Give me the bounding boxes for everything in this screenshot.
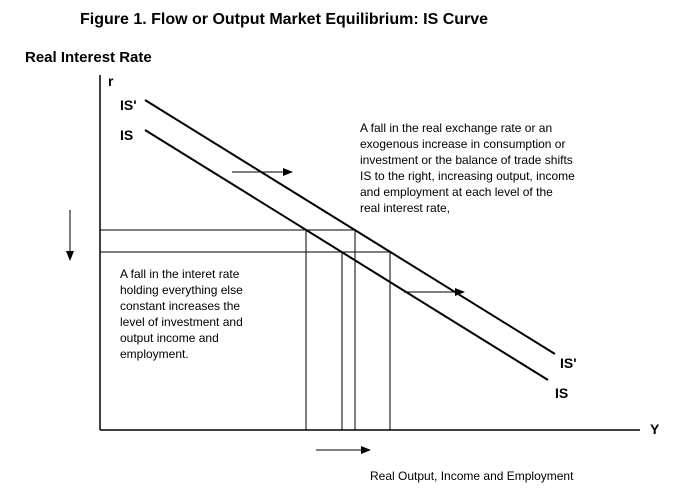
figure-title-emphasis: IS Curve (423, 11, 488, 28)
is-label-bottom: IS (555, 385, 568, 401)
figure-title: Figure 1. Flow or Output Market Equilibr… (80, 11, 488, 28)
axis-letter-r: r (108, 73, 114, 89)
is-curve-figure: Figure 1. Flow or Output Market Equilibr… (0, 0, 700, 500)
y-axis-title: Real Interest Rate (25, 49, 152, 66)
annotation-left: A fall in the interet rateholding everyt… (120, 267, 243, 361)
annotation-right: A fall in the real exchange rate or anex… (360, 121, 575, 215)
figure-title-prefix: Figure 1. Flow or Output Market Equilibr… (80, 11, 423, 28)
axis-letter-y: Y (650, 421, 660, 437)
is-prime-label-bottom: IS' (560, 355, 577, 371)
x-axis-title: Real Output, Income and Employment (370, 469, 574, 483)
is-prime-label-top: IS' (120, 97, 137, 113)
is-label-top: IS (120, 127, 133, 143)
